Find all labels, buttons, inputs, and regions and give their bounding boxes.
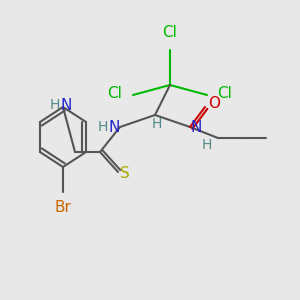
Text: H: H xyxy=(152,117,162,131)
Text: Cl: Cl xyxy=(217,85,232,100)
Text: H: H xyxy=(202,138,212,152)
Text: H: H xyxy=(98,120,108,134)
Text: N: N xyxy=(109,119,120,134)
Text: S: S xyxy=(120,167,130,182)
Text: H: H xyxy=(50,98,60,112)
Text: Cl: Cl xyxy=(163,25,177,40)
Text: N: N xyxy=(190,119,201,134)
Text: N: N xyxy=(61,98,72,112)
Text: Cl: Cl xyxy=(107,85,122,100)
Text: Br: Br xyxy=(55,200,71,215)
Text: O: O xyxy=(208,97,220,112)
